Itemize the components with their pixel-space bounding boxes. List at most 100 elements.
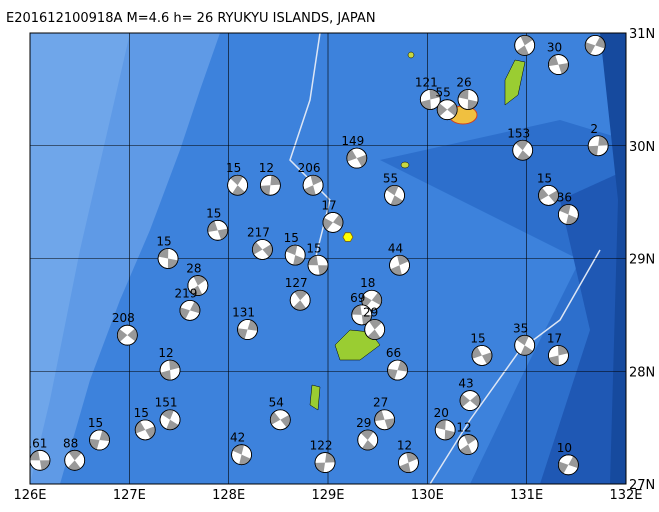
x-tick-label: 126E	[13, 488, 46, 503]
compression-quadrant	[516, 35, 533, 56]
depth-label: 26	[456, 76, 471, 90]
focal-mechanism: 151	[155, 396, 181, 431]
focal-mechanism: 39	[584, 21, 606, 56]
depth-label: 12	[397, 439, 412, 453]
depth-label: 122	[310, 439, 333, 453]
depth-label: 161	[24, 436, 47, 450]
focal-mechanism: 15	[306, 241, 329, 276]
focal-mechanism: 12	[397, 439, 419, 473]
focal-mechanism: 17	[321, 198, 344, 233]
focal-mechanism: 15	[226, 161, 249, 196]
depth-label: 43	[458, 377, 473, 391]
compression-quadrant	[386, 185, 403, 206]
compression-quadrant	[89, 430, 110, 450]
beachball-outline	[207, 219, 229, 241]
beachball-outline	[389, 254, 410, 276]
compression-quadrant	[161, 409, 179, 430]
depth-label: 17	[547, 331, 562, 345]
beachball-outline	[322, 212, 344, 233]
focal-mechanism: 66	[386, 346, 408, 381]
compression-quadrant	[260, 175, 281, 196]
focal-mechanism: 12	[158, 346, 181, 381]
depth-label: 10	[557, 441, 572, 455]
depth-label: 15	[206, 206, 221, 220]
depth-label: 35	[513, 321, 528, 335]
beachball-outline	[157, 248, 179, 269]
focal-mechanism: 12	[259, 161, 281, 196]
depth-label: 2	[590, 122, 598, 136]
depth-label: 42	[230, 431, 245, 445]
beachball-outline	[64, 449, 86, 471]
beachball-outline	[231, 444, 252, 466]
beachball-outline	[514, 334, 536, 356]
focal-mechanism: 10	[557, 441, 579, 476]
compression-quadrant	[548, 55, 569, 74]
depth-label: 151	[155, 396, 178, 410]
x-tick-label: 128E	[212, 488, 245, 503]
x-tick-label: 129E	[311, 488, 344, 503]
beachball-outline	[419, 89, 441, 110]
compression-quadrant	[117, 328, 138, 342]
depth-label: 29	[363, 306, 378, 320]
focal-mechanism: 28	[186, 262, 209, 296]
focal-mechanism: 55	[436, 86, 458, 121]
y-tick-label: 31N	[629, 27, 655, 42]
compression-quadrant	[588, 135, 609, 156]
compression-quadrant	[420, 89, 440, 110]
beachball-outline	[471, 345, 493, 366]
beachball-outline	[584, 35, 606, 56]
compression-quadrant	[67, 450, 82, 471]
focal-mechanism: 36	[557, 191, 579, 225]
depth-label: 55	[436, 86, 451, 100]
compression-quadrant	[270, 411, 291, 428]
focal-mechanism: 2	[587, 122, 609, 157]
y-tick-label: 29N	[629, 253, 655, 268]
beachball-outline	[548, 345, 569, 366]
beachball-outline	[89, 429, 110, 451]
beachball-outline	[179, 299, 201, 321]
focal-mechanism: 15	[156, 235, 179, 269]
beachball-outline	[374, 409, 396, 431]
compression-quadrant	[558, 456, 579, 474]
beachball-outline	[587, 135, 609, 157]
compression-quadrant	[459, 434, 477, 455]
beachball-outline	[538, 184, 559, 206]
focal-mechanism: 26	[456, 76, 479, 110]
beachball-outline	[269, 409, 291, 431]
focal-mechanism: 69	[350, 291, 373, 326]
focal-mechanism: 39	[513, 33, 536, 56]
compression-quadrant	[30, 450, 50, 471]
depth-label: 206	[298, 161, 321, 175]
depth-label: 12	[259, 161, 274, 175]
focal-mechanism: 54	[269, 396, 291, 431]
compression-quadrant	[367, 319, 382, 340]
focal-mechanism: 149	[341, 134, 368, 169]
focal-mechanism: 15	[206, 206, 229, 241]
focal-mechanism: 206	[298, 161, 324, 196]
focal-mechanism: 121	[415, 76, 441, 110]
focal-mechanism: 88	[63, 436, 86, 471]
focal-mechanism: 29	[356, 416, 379, 451]
depth-label: 20	[434, 406, 449, 420]
compression-quadrant	[230, 175, 245, 196]
x-tick-label: 130E	[411, 488, 444, 503]
beachball-outline	[159, 359, 181, 381]
compression-quadrant	[458, 89, 478, 110]
depth-label: 88	[63, 436, 78, 450]
focal-mechanism: 12	[456, 421, 479, 455]
depth-label: 39	[584, 21, 599, 35]
depth-label: 15	[156, 235, 171, 249]
focal-mechanism: 20	[434, 406, 456, 441]
focal-mechanism: 131	[232, 306, 258, 340]
focal-mechanism: 30	[547, 41, 569, 75]
compression-quadrant	[515, 140, 530, 161]
focal-mechanism: 43	[458, 377, 481, 411]
depth-label: 12	[456, 421, 471, 435]
depth-label: 15	[134, 406, 149, 420]
beachball-outline	[302, 174, 324, 196]
compression-quadrant	[322, 214, 343, 231]
compression-quadrant	[135, 421, 156, 439]
compression-quadrant	[285, 245, 305, 266]
beachball-outline	[259, 174, 281, 196]
compression-quadrant	[437, 103, 458, 117]
